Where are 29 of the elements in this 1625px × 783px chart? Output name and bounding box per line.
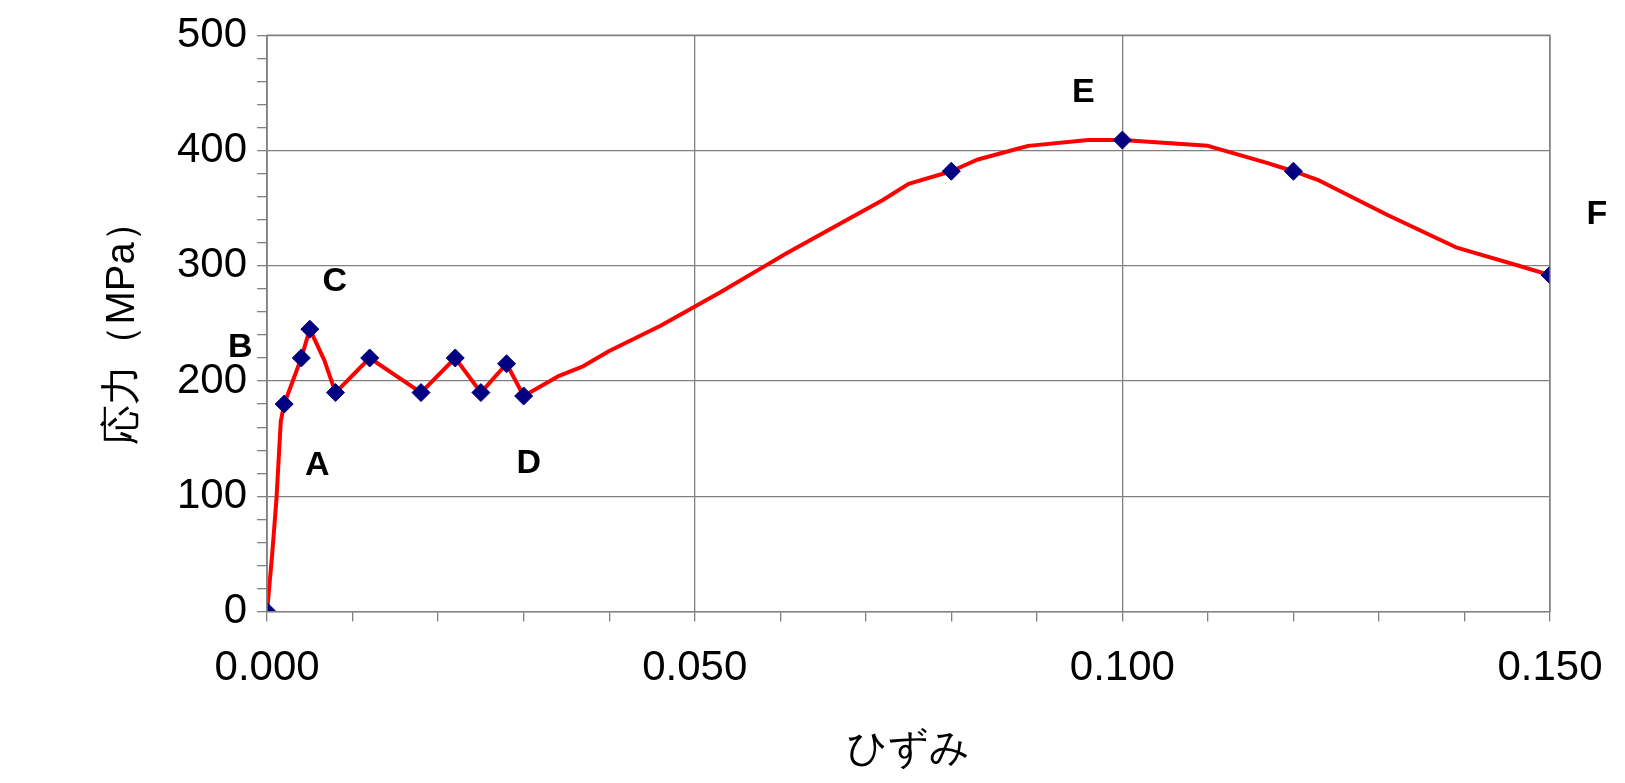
point xyxy=(360,348,380,368)
x-tick-label: 0.100 xyxy=(1069,642,1175,690)
y-tick-label: 500 xyxy=(177,8,248,56)
y-tick-label: 400 xyxy=(177,124,248,172)
point xyxy=(411,383,431,403)
annotation: E xyxy=(1072,71,1095,110)
point xyxy=(941,161,961,181)
y-axis-title: 応力（MPa） xyxy=(98,202,143,445)
point xyxy=(497,354,517,374)
point xyxy=(1283,161,1303,181)
point xyxy=(445,348,465,368)
annotation: F xyxy=(1586,193,1608,232)
x-tick-label: 0.000 xyxy=(214,642,320,690)
point xyxy=(274,394,294,414)
y-tick-label: 0 xyxy=(223,585,248,633)
y-tick-label: 300 xyxy=(177,239,248,287)
x-axis-title: ひずみ xyxy=(847,725,971,771)
point xyxy=(514,386,534,406)
y-tick-label: 100 xyxy=(177,469,248,517)
x-tick-label: 0.050 xyxy=(642,642,748,690)
point xyxy=(471,383,491,403)
point xyxy=(291,348,311,368)
annotation: D xyxy=(516,442,541,481)
annotation: A xyxy=(304,444,330,483)
point xyxy=(1112,130,1132,150)
x-tick-label: 0.150 xyxy=(1497,642,1603,690)
annotation: C xyxy=(322,259,348,298)
point xyxy=(300,319,320,339)
point xyxy=(326,383,345,403)
